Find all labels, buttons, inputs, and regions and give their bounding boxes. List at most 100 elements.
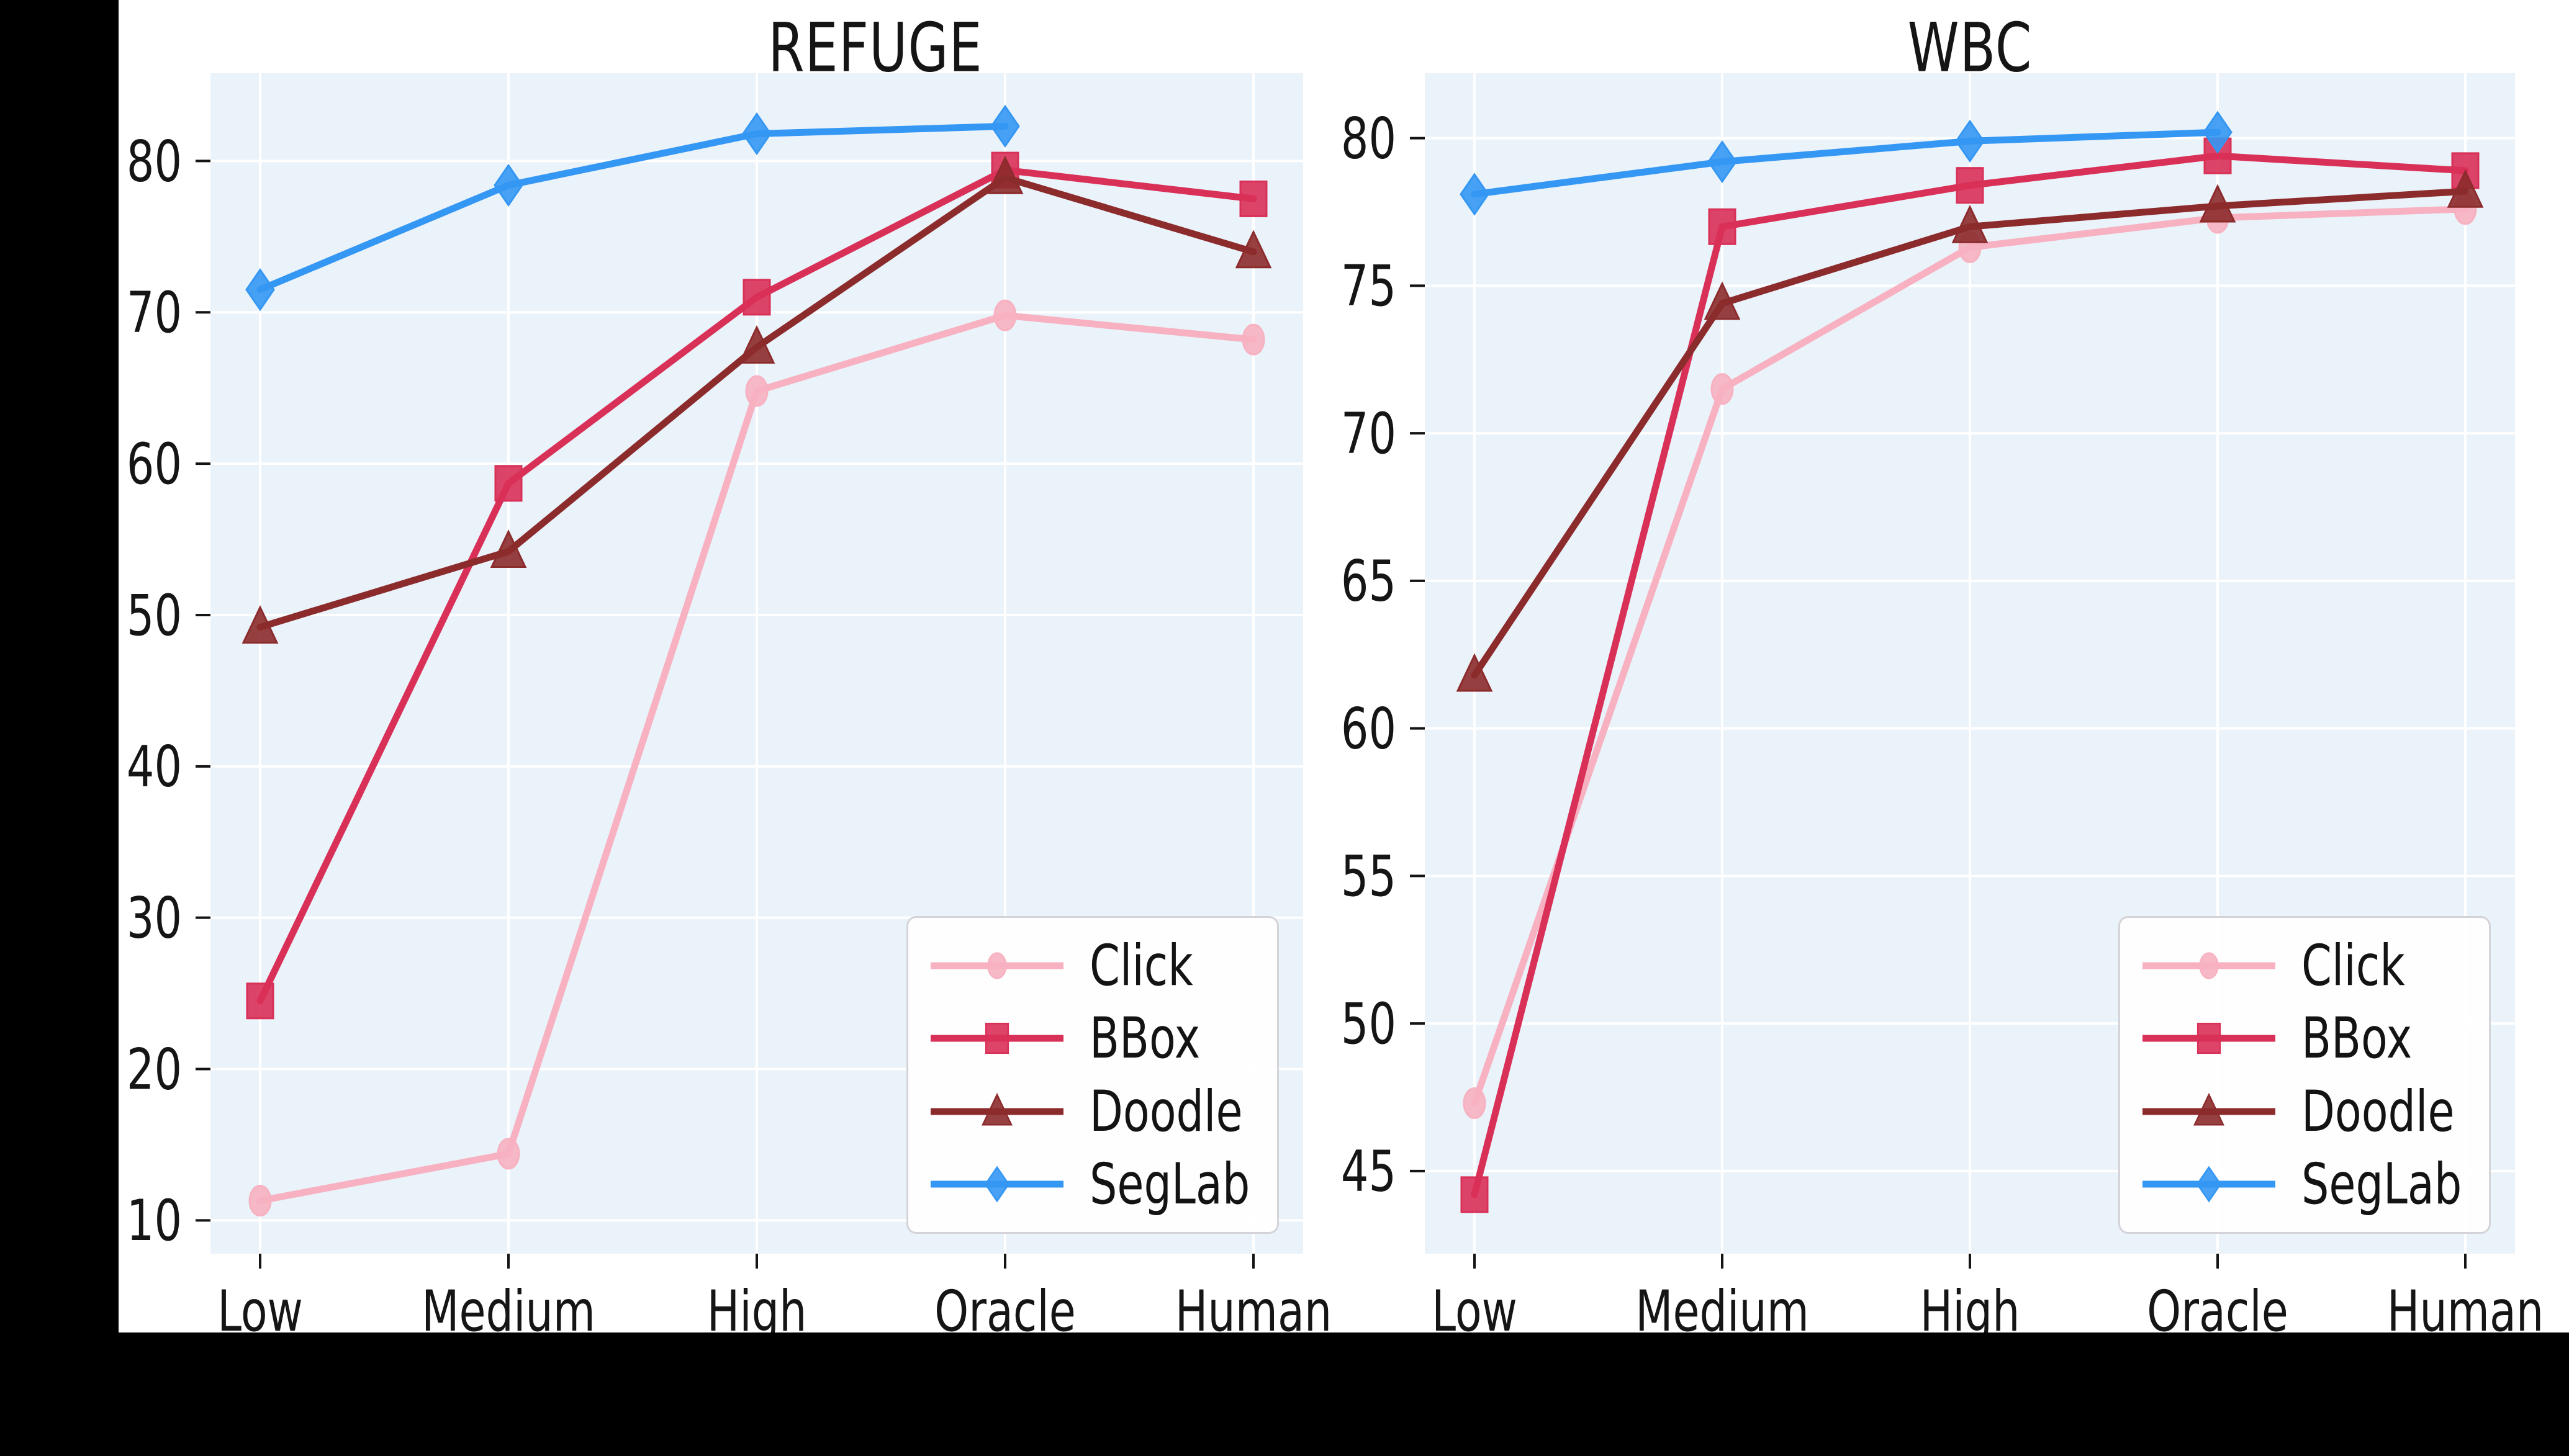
marker-click-human	[1242, 323, 1265, 356]
chart-title-wbc: WBC	[1907, 8, 2033, 88]
x-tick-label: Oracle	[2147, 1279, 2288, 1332]
legend-item-seglab: SegLab	[2120, 1151, 2489, 1218]
marker-bbox-human	[1239, 180, 1268, 217]
tick-labels: 10 20 30 40 50 60 70 80 Low Medium High Oracle Human	[127, 129, 1332, 1332]
marker-doodle-high	[738, 325, 775, 364]
seglab-marker-icon	[2142, 1166, 2275, 1203]
y-tick-label: 10	[127, 1189, 182, 1254]
legend-item-seglab: SegLab	[908, 1151, 1277, 1218]
marker-doodle-human	[2447, 169, 2484, 208]
legend-item-doodle: Doodle	[2120, 1078, 2489, 1145]
x-tick-label: Medium	[1635, 1279, 1809, 1332]
series-click	[248, 299, 1265, 1217]
chart-wbc: 45 50 55 60 65 70 75 80 Low Medium High Oracle Human	[1341, 73, 2544, 1332]
legend-label: BBox	[2301, 1005, 2413, 1072]
marker-click-oracle	[993, 299, 1017, 331]
chart-refuge: 10 20 30 40 50 60 70 80 Low Medium High Oracle Human	[127, 73, 1332, 1332]
marker-bbox-low	[246, 982, 274, 1020]
legend-label: SegLab	[1090, 1151, 1250, 1218]
legend-label: Doodle	[1090, 1078, 1243, 1145]
x-tick-label: Oracle	[934, 1279, 1076, 1332]
legend-item-bbox: BBox	[908, 1005, 1277, 1072]
marker-bbox-low	[1460, 1176, 1489, 1213]
marker-doodle-oracle	[987, 155, 1024, 194]
series-line-seglab	[1471, 128, 2221, 198]
series-doodle	[1456, 169, 2484, 692]
marker-doodle-low	[242, 604, 279, 644]
marker-bbox-high	[1956, 167, 1984, 204]
legend-refuge: Click BBox Doodle SegLab	[906, 916, 1279, 1234]
y-tick-label: 55	[1341, 844, 1396, 909]
marker-click-medium	[497, 1138, 520, 1170]
marker-doodle-medium	[1704, 281, 1741, 320]
legend-label: Doodle	[2301, 1078, 2455, 1145]
y-tick-label: 60	[127, 432, 182, 497]
legend-label: BBox	[1090, 1005, 1201, 1072]
series-bbox	[1460, 137, 2480, 1213]
series-doodle	[242, 155, 1272, 644]
click-marker-icon	[2142, 952, 2275, 979]
marker-doodle-human	[1235, 230, 1272, 269]
y-tick-label: 30	[127, 886, 182, 951]
y-tick-label: 40	[127, 735, 182, 800]
legend-wbc: Click BBox Doodle SegLab	[2118, 916, 2491, 1234]
marker-click-low	[248, 1185, 272, 1217]
marker-click-high	[745, 375, 769, 407]
y-tick-label: 80	[1341, 107, 1396, 172]
marker-bbox-high	[743, 279, 771, 316]
figure-panel: 10 20 30 40 50 60 70 80 Low Medium High Oracle Human…	[119, 0, 2569, 1332]
chart-title-refuge: REFUGE	[768, 8, 983, 88]
marker-bbox-medium	[494, 465, 523, 502]
series-seglab	[1460, 110, 2233, 216]
marker-click-medium	[1710, 373, 1734, 405]
marker-seglab-oracle	[990, 104, 1020, 148]
y-tick-label: 80	[127, 129, 182, 194]
marker-click-low	[1463, 1087, 1486, 1119]
y-tick-label: 50	[1341, 992, 1396, 1057]
axis-ticks	[1410, 137, 2467, 1269]
legend-label: Click	[2301, 932, 2405, 999]
y-tick-label: 75	[1341, 254, 1396, 319]
marker-doodle-medium	[490, 529, 527, 568]
charts-svg: 10 20 30 40 50 60 70 80 Low Medium High Oracle Human…	[127, 73, 2544, 1332]
marker-seglab-medium	[1707, 140, 1737, 184]
doodle-marker-icon	[931, 1092, 1063, 1126]
bbox-marker-icon	[2142, 1023, 2275, 1054]
marker-seglab-high	[1955, 119, 1985, 163]
legend-label: Click	[1090, 932, 1193, 999]
marker-seglab-low	[1460, 173, 1489, 216]
x-tick-label: Human	[1175, 1279, 1332, 1332]
y-tick-label: 65	[1341, 549, 1396, 614]
x-tick-label: High	[1920, 1279, 2020, 1332]
axis-ticks	[196, 160, 1255, 1269]
click-marker-icon	[931, 952, 1063, 979]
legend-item-click: Click	[2120, 932, 2489, 999]
x-tick-label: High	[707, 1279, 807, 1332]
marker-seglab-medium	[494, 163, 523, 207]
y-tick-label: 50	[127, 583, 182, 649]
marker-seglab-low	[245, 268, 275, 312]
x-tick-label: Medium	[422, 1279, 595, 1332]
series-seglab	[245, 104, 1020, 312]
tick-labels: 45 50 55 60 65 70 75 80 Low Medium High Oracle Human	[1341, 107, 2544, 1332]
marker-doodle-low	[1456, 653, 1493, 692]
y-tick-label: 20	[127, 1037, 182, 1102]
legend-label: SegLab	[2301, 1151, 2462, 1218]
legend-item-doodle: Doodle	[908, 1078, 1277, 1145]
legend-item-click: Click	[908, 932, 1277, 999]
y-tick-label: 60	[1341, 697, 1396, 762]
series-line-seglab	[256, 122, 1009, 294]
bbox-marker-icon	[931, 1023, 1063, 1054]
marker-bbox-medium	[1708, 208, 1736, 245]
y-tick-label: 70	[1341, 402, 1396, 467]
marker-doodle-oracle	[2199, 184, 2236, 223]
x-tick-label: Low	[217, 1279, 303, 1332]
x-tick-label: Low	[1432, 1279, 1517, 1332]
marker-seglab-high	[742, 112, 772, 156]
marker-seglab-oracle	[2203, 110, 2233, 154]
x-tick-label: Human	[2387, 1279, 2544, 1332]
seglab-marker-icon	[931, 1166, 1063, 1203]
legend-item-bbox: BBox	[2120, 1005, 2489, 1072]
y-tick-label: 45	[1341, 1139, 1396, 1205]
